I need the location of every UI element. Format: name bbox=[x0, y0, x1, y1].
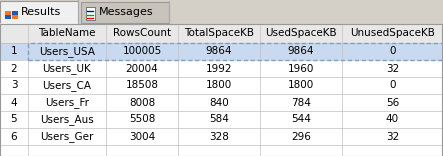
Bar bbox=[0, 60, 443, 77]
Text: 5508: 5508 bbox=[129, 115, 155, 124]
Text: 1992: 1992 bbox=[206, 63, 232, 73]
Bar bbox=[81, 2, 169, 23]
Bar bbox=[12, 15, 18, 19]
Text: RowsCount: RowsCount bbox=[113, 29, 171, 39]
Bar bbox=[86, 7, 95, 20]
Bar bbox=[0, 24, 443, 43]
Text: 784: 784 bbox=[291, 98, 311, 107]
Text: 840: 840 bbox=[209, 98, 229, 107]
Text: 6: 6 bbox=[11, 132, 17, 141]
Text: 328: 328 bbox=[209, 132, 229, 141]
Bar bbox=[12, 11, 18, 15]
Bar bbox=[0, 94, 443, 111]
Text: Users_UK: Users_UK bbox=[43, 63, 91, 74]
Text: 544: 544 bbox=[291, 115, 311, 124]
Bar bbox=[0, 77, 443, 94]
Bar bbox=[0, 111, 443, 128]
Text: Users_Fr: Users_Fr bbox=[45, 97, 89, 108]
Bar bbox=[28, 43, 443, 60]
Bar bbox=[5, 11, 11, 15]
Text: 40: 40 bbox=[386, 115, 399, 124]
Text: 18508: 18508 bbox=[125, 80, 159, 90]
Text: Users_Aus: Users_Aus bbox=[40, 114, 94, 125]
Text: UsedSpaceKB: UsedSpaceKB bbox=[265, 29, 337, 39]
Text: 1800: 1800 bbox=[206, 80, 232, 90]
Text: UnusedSpaceKB: UnusedSpaceKB bbox=[350, 29, 435, 39]
Text: Users_CA: Users_CA bbox=[43, 80, 92, 91]
Text: 20004: 20004 bbox=[126, 63, 159, 73]
Text: 1960: 1960 bbox=[288, 63, 314, 73]
Text: 100005: 100005 bbox=[122, 46, 162, 56]
Text: 5: 5 bbox=[11, 115, 17, 124]
Text: 9864: 9864 bbox=[206, 46, 232, 56]
Text: 0: 0 bbox=[389, 80, 396, 90]
Text: 56: 56 bbox=[386, 98, 399, 107]
Text: 3: 3 bbox=[11, 80, 17, 90]
Bar bbox=[0, 24, 443, 156]
Text: Users_USA: Users_USA bbox=[39, 46, 95, 57]
Text: 0: 0 bbox=[389, 46, 396, 56]
Text: 3004: 3004 bbox=[129, 132, 155, 141]
Bar bbox=[0, 128, 443, 145]
Text: 1: 1 bbox=[11, 46, 17, 56]
Bar bbox=[0, 1, 78, 24]
Bar bbox=[0, 43, 443, 60]
Text: Messages: Messages bbox=[99, 7, 154, 17]
Text: TableName: TableName bbox=[38, 29, 96, 39]
Text: Results: Results bbox=[21, 7, 61, 17]
Text: 9864: 9864 bbox=[288, 46, 314, 56]
Text: Users_Ger: Users_Ger bbox=[40, 131, 93, 142]
Text: 8008: 8008 bbox=[129, 98, 155, 107]
Text: TotalSpaceKB: TotalSpaceKB bbox=[184, 29, 254, 39]
Text: 2: 2 bbox=[11, 63, 17, 73]
Bar bbox=[0, 0, 443, 24]
Text: 296: 296 bbox=[291, 132, 311, 141]
Text: 4: 4 bbox=[11, 98, 17, 107]
Text: 32: 32 bbox=[386, 132, 399, 141]
Bar bbox=[0, 24, 443, 156]
Text: 32: 32 bbox=[386, 63, 399, 73]
Text: 584: 584 bbox=[209, 115, 229, 124]
Text: 1800: 1800 bbox=[288, 80, 314, 90]
Bar bbox=[5, 15, 11, 19]
